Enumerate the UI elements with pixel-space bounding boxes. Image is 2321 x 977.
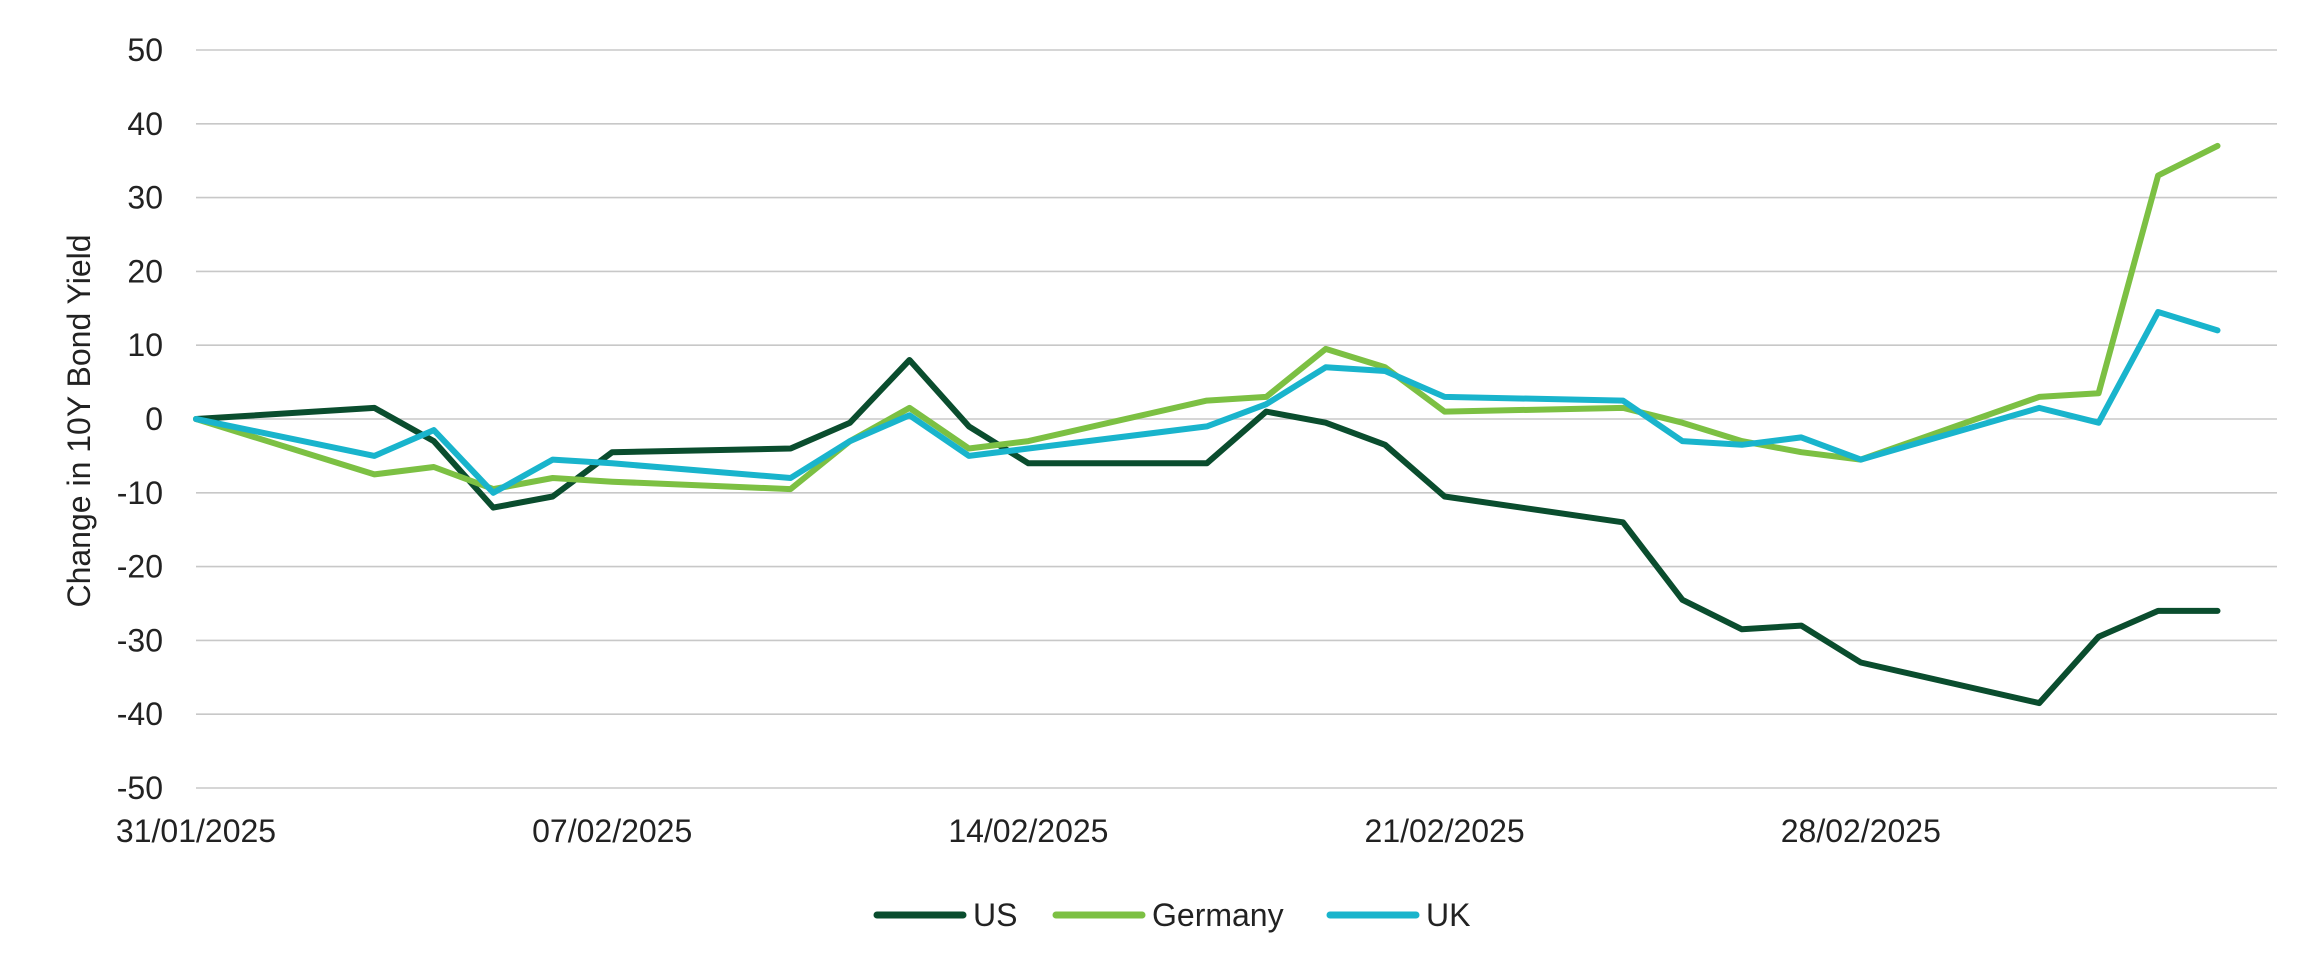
- x-tick-label: 28/02/2025: [1781, 813, 1941, 849]
- y-tick-label: 10: [127, 327, 163, 363]
- y-tick-label: -40: [117, 696, 163, 732]
- legend-label-germany: Germany: [1152, 897, 1284, 933]
- y-tick-label: 30: [127, 180, 163, 216]
- y-tick-label: 40: [127, 106, 163, 142]
- series-line-us: [193, 357, 2221, 707]
- gridlines: [196, 49, 2277, 789]
- y-axis-title: Change in 10Y Bond Yield: [61, 234, 97, 607]
- legend: US Germany UK: [873, 897, 1470, 933]
- legend-label-uk: UK: [1426, 897, 1470, 933]
- y-tick-label: 20: [127, 253, 163, 289]
- y-tick-label: -50: [117, 770, 163, 806]
- series-line-uk: [193, 309, 2221, 496]
- y-tick-label: -20: [117, 549, 163, 585]
- x-tick-label: 21/02/2025: [1365, 813, 1525, 849]
- x-tick-label: 14/02/2025: [948, 813, 1108, 849]
- y-tick-labels: 50 40 30 20 10 0 -10 -20 -30 -40 -50: [117, 32, 163, 806]
- x-tick-label: 07/02/2025: [532, 813, 692, 849]
- y-tick-label: -30: [117, 622, 163, 658]
- x-tick-labels: 31/01/2025 07/02/2025 14/02/2025 21/02/2025…: [116, 813, 1941, 849]
- y-tick-label: 50: [127, 32, 163, 68]
- x-tick-label: 31/01/2025: [116, 813, 276, 849]
- y-tick-label: 0: [145, 401, 163, 437]
- legend-label-us: US: [973, 897, 1017, 933]
- y-tick-label: -10: [117, 475, 163, 511]
- series-lines: [193, 142, 2221, 707]
